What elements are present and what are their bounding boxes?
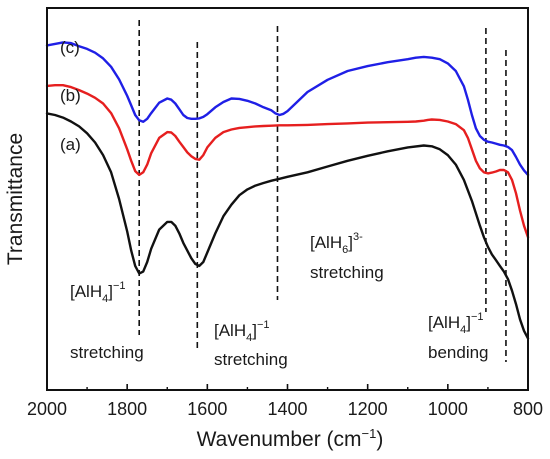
series-line-c	[45, 41, 530, 177]
annotation-alh4-2-main: [AlH	[214, 321, 246, 340]
annotation-alh4-bend-formula: [AlH4]−1	[428, 311, 484, 336]
annotation-alh6-tail: ]	[348, 233, 353, 252]
x-axis-title: Wavenumber (cm−1)	[197, 426, 384, 451]
annotation-alh4-2-label: stretching	[214, 350, 288, 369]
x-tick-label-1000: 1000	[428, 399, 468, 419]
x-axis-title-sup: −1	[362, 426, 377, 441]
annotation-alh6-sub: 6	[342, 244, 348, 256]
annotation-alh4-bend-label: bending	[428, 343, 489, 362]
x-tick-label-1800: 1800	[107, 399, 147, 419]
annotation-alh4-bend-tail: ]	[466, 313, 471, 332]
x-axis-title-main: Wavenumber (cm	[197, 428, 362, 451]
series-line-a	[45, 112, 530, 340]
annotation-alh4-1-main: [AlH	[70, 282, 102, 301]
series-line-b	[45, 84, 530, 239]
annotation-alh6-formula: [AlH6]3-	[310, 231, 363, 256]
annotation-alh4-2-sub: 4	[246, 332, 252, 344]
x-axis-title-close: )	[376, 428, 383, 451]
annotation-alh4-1-sub: 4	[102, 293, 108, 305]
curve-tag-c: (c)	[60, 38, 80, 57]
spectra-series	[45, 41, 530, 340]
x-tick-label-800: 800	[513, 399, 543, 419]
y-axis-title: Transmittance	[4, 133, 27, 265]
annotation-alh4-2-sup: −1	[257, 319, 270, 331]
annotation-alh4-2-formula: [AlH4]−1	[214, 319, 270, 344]
annotation-alh4-bend-sup: −1	[471, 311, 484, 323]
curve-tag-a: (a)	[60, 135, 81, 154]
annotation-alh6-sup: 3-	[353, 231, 363, 243]
annotation-alh6-main: [AlH	[310, 233, 342, 252]
annotation-alh6-label: stretching	[310, 263, 384, 282]
x-tick-label-1400: 1400	[267, 399, 307, 419]
x-axis: 2000 1800 1600 1400 1200 1000 800	[27, 384, 543, 419]
dashed-reference-lines	[138, 20, 507, 362]
annotation-alh4-bend-main: [AlH	[428, 313, 460, 332]
annotation-alh4-1-label: stretching	[70, 343, 144, 362]
x-tick-label-1600: 1600	[187, 399, 227, 419]
annotation-alh4-1-tail: ]	[108, 282, 113, 301]
annotation-alh4-2-tail: ]	[252, 321, 257, 340]
x-tick-label-2000: 2000	[27, 399, 67, 419]
curve-tag-b: (b)	[60, 86, 81, 105]
annotation-alh4-bend-sub: 4	[460, 324, 466, 336]
annotation-alh4-1-sup: −1	[113, 280, 126, 292]
x-tick-label-1200: 1200	[348, 399, 388, 419]
annotation-alh4-1-formula: [AlH4]−1	[70, 280, 126, 305]
